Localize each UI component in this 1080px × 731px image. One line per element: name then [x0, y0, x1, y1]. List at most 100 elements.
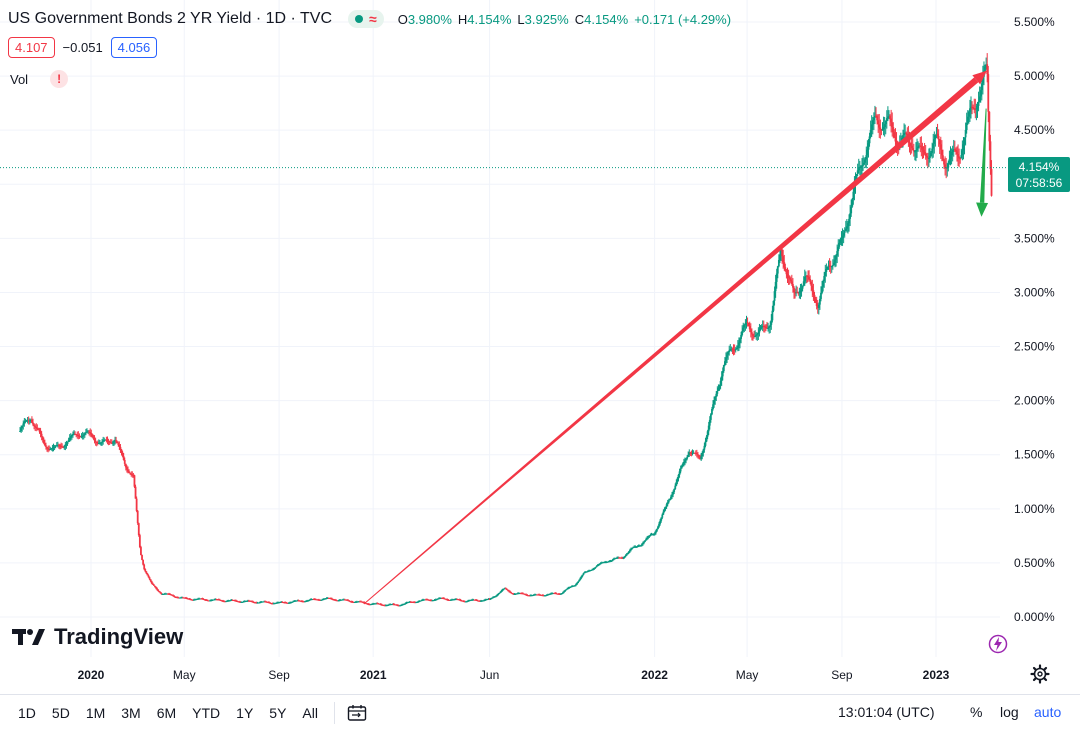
candle-body	[440, 597, 442, 599]
drawing-arrows[interactable]	[363, 70, 989, 605]
candle-body	[82, 434, 85, 436]
warning-icon[interactable]: !	[50, 70, 69, 88]
candle-body	[910, 145, 913, 149]
log-toggle[interactable]: log	[1000, 704, 1019, 720]
timeframe-5y[interactable]: 5Y	[269, 705, 287, 721]
candle-body	[281, 601, 284, 603]
timeframe-1y[interactable]: 1Y	[236, 705, 254, 721]
candle-body	[147, 575, 150, 578]
timeframe-6m[interactable]: 6M	[156, 705, 177, 721]
timeframe-1m[interactable]: 1M	[85, 705, 106, 721]
candle-body	[620, 557, 623, 559]
green-arrow-head[interactable]	[976, 202, 989, 217]
candle-body	[826, 266, 829, 270]
settings-gear-icon[interactable]	[1030, 664, 1050, 689]
candle-body	[97, 443, 100, 445]
candle-body	[610, 560, 613, 562]
chart-canvas[interactable]: 0.000% 0.500% 1.000% 1.500% 2.000% 2.500% 3.00…	[0, 0, 1080, 694]
candle-body	[979, 90, 982, 97]
candle-body	[54, 445, 57, 447]
candle-body	[31, 419, 33, 423]
candle-body	[784, 267, 787, 272]
candle-body	[160, 593, 163, 595]
candle-body	[828, 265, 831, 267]
candle-body	[145, 571, 148, 574]
candle-body	[103, 439, 106, 441]
candle-body	[74, 433, 76, 435]
candle-body	[199, 598, 202, 600]
symbol-title[interactable]: US Government Bonds 2 YR Yield · 1D · TV…	[8, 10, 332, 27]
candle-body	[679, 468, 682, 472]
candle-body	[293, 600, 296, 602]
tradingview-logo[interactable]: TradingView	[12, 624, 183, 650]
candle-body	[780, 249, 782, 255]
timeframe-all[interactable]: All	[302, 705, 318, 721]
date-range-icon[interactable]	[347, 704, 367, 722]
candle-body	[690, 452, 693, 454]
candle-body	[311, 599, 314, 601]
candle-body	[621, 557, 624, 559]
candle-body	[958, 156, 961, 159]
candle-body	[359, 601, 361, 603]
y-axis[interactable]: 0.000% 0.500% 1.000% 1.500% 2.000% 2.500% 3.00…	[1014, 15, 1055, 624]
candle-body	[101, 441, 103, 443]
candle-body	[949, 155, 952, 160]
red-arrow-head[interactable]	[972, 70, 987, 85]
candle-body	[974, 109, 977, 111]
candle-body	[408, 601, 411, 603]
red-arrow-shaft[interactable]	[363, 77, 979, 605]
timeframe-ytd[interactable]: YTD	[192, 705, 221, 721]
candle-body	[294, 600, 297, 602]
vol-label[interactable]: Vol	[10, 71, 29, 87]
candle-body	[383, 605, 386, 607]
candle-body	[727, 352, 730, 355]
candle-body	[725, 357, 727, 362]
candle-body	[336, 600, 339, 602]
candle-body	[450, 599, 453, 601]
candle-body	[894, 137, 897, 142]
candle-body	[183, 597, 186, 599]
candle-body	[597, 564, 600, 566]
candle-body	[774, 281, 777, 292]
candle-body	[809, 279, 812, 282]
lightning-icon[interactable]	[988, 634, 1008, 659]
candle-body	[88, 431, 91, 433]
candle-body	[240, 601, 243, 603]
x-tick-label: May	[736, 668, 759, 682]
candle-body	[413, 602, 415, 604]
candle-body	[529, 595, 532, 597]
candle-body	[548, 594, 550, 596]
utc-clock[interactable]: 13:01:04 (UTC)	[838, 704, 935, 720]
timeframe-1d[interactable]: 1D	[18, 705, 36, 721]
candle-body	[913, 151, 916, 153]
candle-body	[238, 601, 241, 603]
candle-body	[719, 380, 722, 385]
candle-body	[798, 292, 801, 294]
green-arrow-shaft[interactable]	[979, 108, 987, 203]
candle-body	[423, 599, 426, 601]
candle-body	[752, 334, 754, 336]
candle-body	[284, 602, 287, 604]
candle-body	[632, 547, 635, 549]
candle-body	[759, 327, 762, 330]
sell-button[interactable]: 4.107	[8, 37, 55, 58]
candle-body	[736, 345, 739, 348]
auto-scale-toggle[interactable]: auto	[1034, 704, 1062, 720]
buy-button[interactable]: 4.056	[110, 37, 158, 58]
candle-body	[91, 434, 94, 437]
timeframe-3m[interactable]: 3M	[121, 705, 141, 721]
candle-body	[763, 326, 766, 328]
candle-body	[648, 535, 651, 537]
timeframe-5d[interactable]: 5D	[51, 705, 70, 721]
candle-body	[286, 602, 289, 604]
x-axis[interactable]: 2020 May Sep 2021 Jun 2022 May Sep 2023	[78, 668, 950, 682]
candle-body	[349, 601, 352, 603]
candle-body	[80, 436, 83, 438]
status-pill[interactable]: ≈	[348, 10, 384, 28]
candle-body	[96, 442, 99, 444]
candle-body	[546, 594, 549, 596]
candle-body	[472, 599, 475, 601]
candle-body	[181, 597, 183, 599]
percent-toggle[interactable]: %	[970, 704, 983, 720]
candle-body	[187, 598, 190, 600]
